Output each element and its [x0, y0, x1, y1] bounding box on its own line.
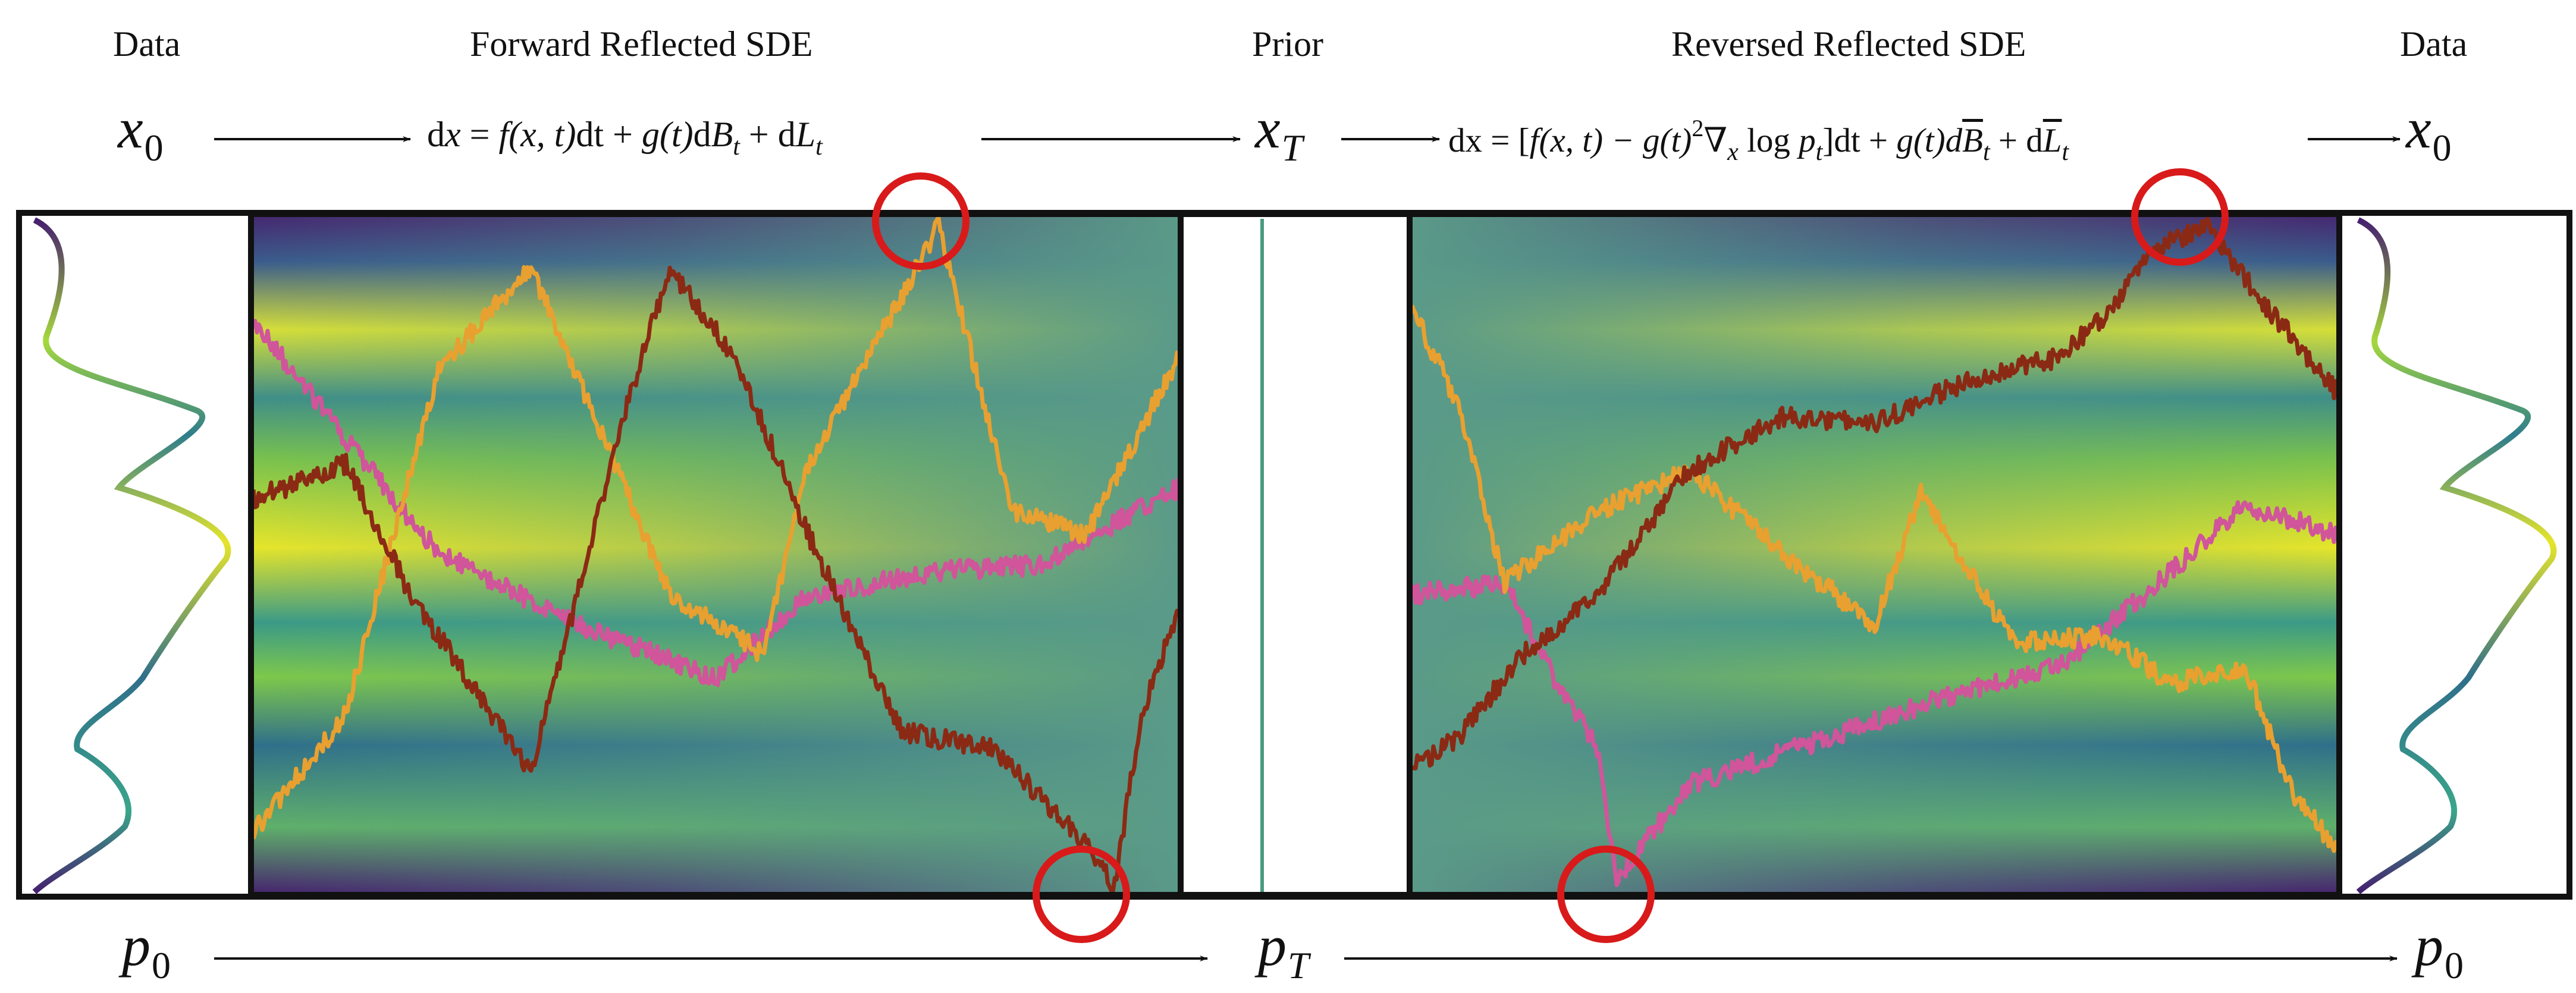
- header-forward-sde: Forward Reflected SDE: [470, 24, 813, 64]
- reverse-heatmap-panel: [1407, 211, 2342, 898]
- reverse-path-dark-red: [1410, 216, 2339, 771]
- forward-sde-equation: dx = f(x, t)dt + g(t)dBt + dLt: [427, 115, 823, 161]
- density-panel-left: [32, 217, 231, 894]
- symbol-p0-left: p0: [122, 914, 171, 986]
- header-data-right: Data: [2400, 24, 2468, 64]
- forward-path-pink: [251, 319, 1181, 687]
- forward-path-orange: [251, 215, 1181, 840]
- reverse-path-pink: [1411, 500, 2339, 887]
- symbol-x0-left: x0: [118, 96, 164, 169]
- reflection-circle-reverse-bottom: [1557, 846, 1655, 943]
- symbol-x0-right: x0: [2406, 96, 2452, 169]
- symbol-xT: xT: [1255, 96, 1303, 169]
- reverse-sde-equation: dx = [f(x, t) − g(t)2∇x log pt]dt + g(t)…: [1448, 115, 2069, 166]
- header-reversed-sde: Reversed Reflected SDE: [1671, 24, 2026, 64]
- prior-panel: [1178, 211, 1413, 898]
- forward-heatmap-panel: [248, 211, 1184, 898]
- symbol-p0-right: p0: [2415, 914, 2464, 986]
- reflection-circle-forward-bottom: [1033, 846, 1130, 943]
- density-panel-right: [2356, 217, 2557, 894]
- reflection-circle-forward-top: [872, 172, 969, 270]
- forward-path-dark-red: [251, 265, 1181, 893]
- reflection-circle-reverse-top: [2131, 168, 2229, 266]
- header-data-left: Data: [113, 24, 181, 64]
- reverse-path-orange: [1410, 304, 2339, 853]
- header-prior: Prior: [1252, 24, 1323, 64]
- symbol-pT: pT: [1258, 914, 1309, 986]
